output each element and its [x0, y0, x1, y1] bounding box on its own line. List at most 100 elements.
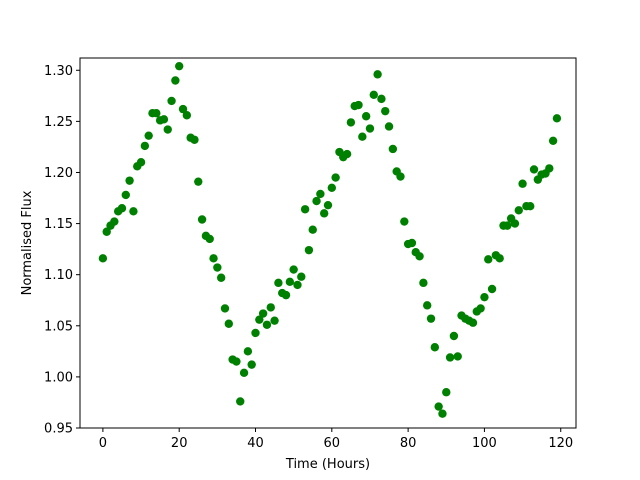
data-point	[205, 234, 214, 244]
data-point	[289, 265, 298, 274]
data-point	[545, 164, 554, 173]
data-point	[327, 183, 337, 193]
y-tick-label: 1.25	[44, 115, 73, 130]
data-point	[423, 301, 432, 310]
data-point	[167, 96, 176, 106]
y-tick-label: 1.15	[44, 217, 73, 232]
y-tick-label: 0.95	[44, 422, 73, 437]
data-point	[121, 190, 130, 200]
data-point	[125, 176, 134, 185]
data-point	[449, 331, 459, 341]
data-point	[140, 141, 150, 151]
data-point	[453, 352, 462, 361]
data-point	[262, 320, 272, 329]
x-axis-label: Time (Hours)	[285, 457, 370, 472]
data-point	[529, 165, 539, 174]
data-point	[232, 357, 241, 366]
data-point	[373, 70, 382, 79]
data-point	[213, 263, 222, 272]
data-point	[361, 112, 371, 121]
data-point	[419, 278, 428, 288]
data-point	[407, 238, 417, 248]
data-points	[98, 61, 562, 418]
data-point	[266, 303, 275, 312]
data-point	[144, 131, 153, 140]
data-point	[495, 254, 504, 263]
data-point	[129, 207, 138, 216]
data-point	[136, 158, 146, 167]
data-point	[190, 135, 199, 144]
data-point	[354, 100, 363, 110]
data-point	[312, 196, 321, 206]
data-point	[388, 144, 398, 154]
x-axis-ticks: 0 20 40 60 80 100 120	[99, 428, 573, 451]
data-point	[224, 319, 233, 328]
data-point	[239, 368, 249, 378]
data-point	[159, 115, 169, 124]
data-point	[480, 292, 489, 302]
data-point	[487, 284, 497, 294]
data-point	[319, 209, 329, 218]
y-tick-label: 1.00	[44, 370, 73, 385]
data-point	[247, 360, 256, 369]
data-point	[163, 125, 172, 134]
data-point	[434, 402, 443, 411]
data-point	[255, 315, 264, 324]
data-point	[503, 221, 512, 230]
data-point	[445, 353, 455, 362]
data-point	[182, 111, 192, 120]
data-point	[400, 217, 409, 226]
y-tick-label: 1.30	[44, 64, 73, 79]
data-point	[510, 219, 520, 228]
data-point	[396, 172, 405, 181]
data-point	[426, 314, 436, 323]
data-point	[415, 252, 424, 261]
data-point	[270, 316, 279, 325]
plot-frame	[79, 57, 577, 429]
x-tick-label: 80	[400, 436, 417, 451]
data-point	[98, 254, 108, 263]
y-tick-label: 1.20	[44, 166, 73, 181]
data-point	[514, 206, 523, 215]
data-point	[285, 277, 295, 287]
data-point	[381, 106, 390, 116]
data-point	[438, 409, 447, 418]
data-point	[468, 318, 478, 327]
y-axis-ticks: 0.95 1.00 1.05 1.10 1.15 1.20 1.25 1.30	[44, 64, 80, 437]
y-tick-label: 1.05	[44, 319, 73, 334]
data-point	[175, 61, 184, 71]
y-tick-label: 1.10	[44, 268, 73, 283]
data-point	[297, 272, 306, 281]
data-point	[220, 304, 230, 313]
data-point	[251, 328, 260, 338]
x-tick-label: 0	[99, 436, 107, 451]
data-point	[243, 347, 253, 356]
data-point	[552, 114, 562, 123]
x-tick-label: 120	[548, 436, 573, 451]
x-tick-label: 100	[472, 436, 497, 451]
data-point	[430, 343, 440, 352]
data-point	[110, 217, 119, 226]
data-point	[365, 124, 375, 133]
data-point	[304, 245, 314, 255]
data-point	[346, 118, 356, 127]
data-point	[476, 304, 485, 313]
data-point	[197, 215, 207, 224]
data-point	[117, 204, 127, 213]
data-point	[178, 104, 188, 114]
data-point	[102, 227, 111, 236]
data-point	[377, 94, 386, 104]
data-point	[258, 309, 268, 318]
data-point	[384, 122, 394, 131]
data-point	[171, 76, 180, 85]
data-point	[518, 179, 527, 188]
data-point	[308, 225, 317, 234]
data-point	[209, 254, 218, 263]
data-point	[236, 397, 245, 406]
data-point	[526, 202, 535, 211]
data-point	[281, 290, 291, 300]
data-point	[342, 149, 352, 159]
y-axis-label: Normalised Flux	[20, 190, 35, 295]
data-point	[152, 108, 161, 118]
